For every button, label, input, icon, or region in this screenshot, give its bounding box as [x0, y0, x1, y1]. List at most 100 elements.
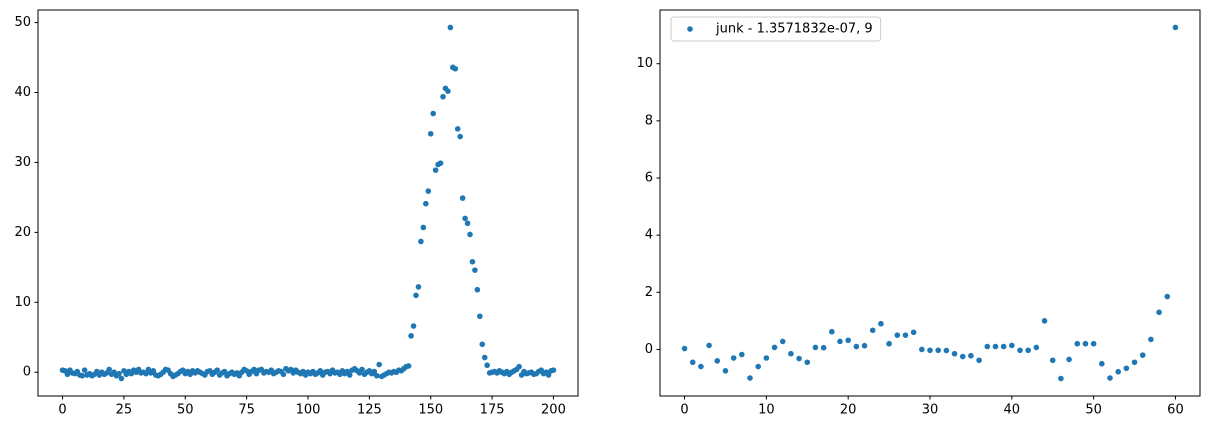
point [681, 345, 688, 352]
point [469, 258, 476, 265]
point [79, 372, 85, 379]
point [861, 342, 868, 349]
point [545, 372, 552, 378]
x-tick-label: 150 [418, 403, 443, 418]
point [779, 338, 786, 345]
point [425, 188, 432, 194]
point [1164, 293, 1171, 300]
point [413, 292, 419, 299]
point [1090, 340, 1097, 347]
point [1049, 357, 1056, 364]
y-tick-label: 20 [14, 225, 31, 240]
point [408, 333, 414, 339]
point [1009, 342, 1015, 349]
point [410, 323, 417, 329]
point [968, 352, 974, 359]
point [1131, 359, 1138, 366]
point [1107, 375, 1113, 381]
point [418, 238, 424, 245]
point [869, 327, 876, 334]
x-tick-label: 125 [357, 403, 382, 418]
point [878, 320, 884, 327]
point [959, 353, 966, 360]
point [984, 343, 991, 350]
point [1156, 309, 1162, 316]
point [432, 167, 439, 173]
y-tick-label: 0 [23, 365, 31, 380]
y-tick-label: 50 [14, 15, 31, 30]
point [371, 368, 378, 375]
point [739, 351, 745, 358]
point [64, 371, 71, 378]
point [853, 343, 860, 350]
point [837, 338, 843, 345]
point [796, 355, 802, 362]
point [845, 337, 851, 344]
point [714, 358, 721, 364]
point [689, 359, 696, 366]
point [1041, 318, 1048, 324]
point [420, 224, 427, 231]
point [474, 286, 481, 293]
point [452, 65, 459, 72]
point [467, 231, 473, 238]
point [820, 344, 827, 351]
y-tick-label: 2 [645, 285, 653, 300]
point [722, 368, 729, 374]
point [1017, 347, 1023, 354]
point [373, 372, 380, 379]
y-tick-label: 10 [636, 56, 653, 71]
point [150, 368, 157, 374]
point [484, 362, 490, 369]
point [376, 361, 382, 368]
x-tick-label: 30 [922, 403, 939, 418]
point [763, 355, 770, 361]
point [214, 367, 220, 373]
y-tick-label: 6 [645, 171, 653, 186]
legend: junk - 1.3571832e-07, 9 [670, 16, 882, 42]
y-tick-label: 40 [14, 85, 31, 100]
axes-frame [659, 9, 1201, 397]
point [935, 347, 941, 354]
point [1000, 343, 1007, 350]
point [730, 355, 737, 361]
point [992, 343, 999, 350]
point [440, 93, 446, 100]
x-tick-label: 200 [541, 403, 566, 418]
point [771, 344, 778, 351]
point [462, 215, 468, 222]
point [454, 126, 461, 132]
point [423, 200, 429, 207]
x-tick-label: 20 [840, 403, 857, 418]
point [910, 329, 917, 336]
point [479, 341, 486, 348]
point [706, 342, 712, 349]
axes: 0 10 20 30 40 50 60 0 2 4 6 8 10 junk - 1.3571832e-07… [636, 9, 1201, 418]
point [106, 366, 112, 373]
point [943, 347, 950, 354]
point [464, 220, 471, 227]
point [445, 88, 451, 94]
point [1066, 356, 1072, 363]
legend-label: junk - 1.3571832e-07, 9 [715, 22, 873, 37]
point [755, 363, 761, 370]
point [459, 195, 466, 201]
y-tick-label: 30 [14, 155, 31, 170]
point [437, 160, 444, 166]
point [118, 375, 125, 382]
x-tick-label: 0 [58, 403, 66, 418]
point [1074, 340, 1081, 347]
point [427, 130, 434, 137]
point [1115, 368, 1121, 375]
point [1139, 352, 1146, 358]
point [919, 346, 925, 353]
point [829, 328, 835, 335]
point [812, 344, 819, 351]
point [894, 332, 901, 338]
y-tick-label: 0 [645, 342, 653, 357]
point [481, 354, 488, 361]
x-tick-label: 0 [680, 403, 688, 418]
point [747, 375, 753, 381]
legend-box [670, 16, 882, 42]
